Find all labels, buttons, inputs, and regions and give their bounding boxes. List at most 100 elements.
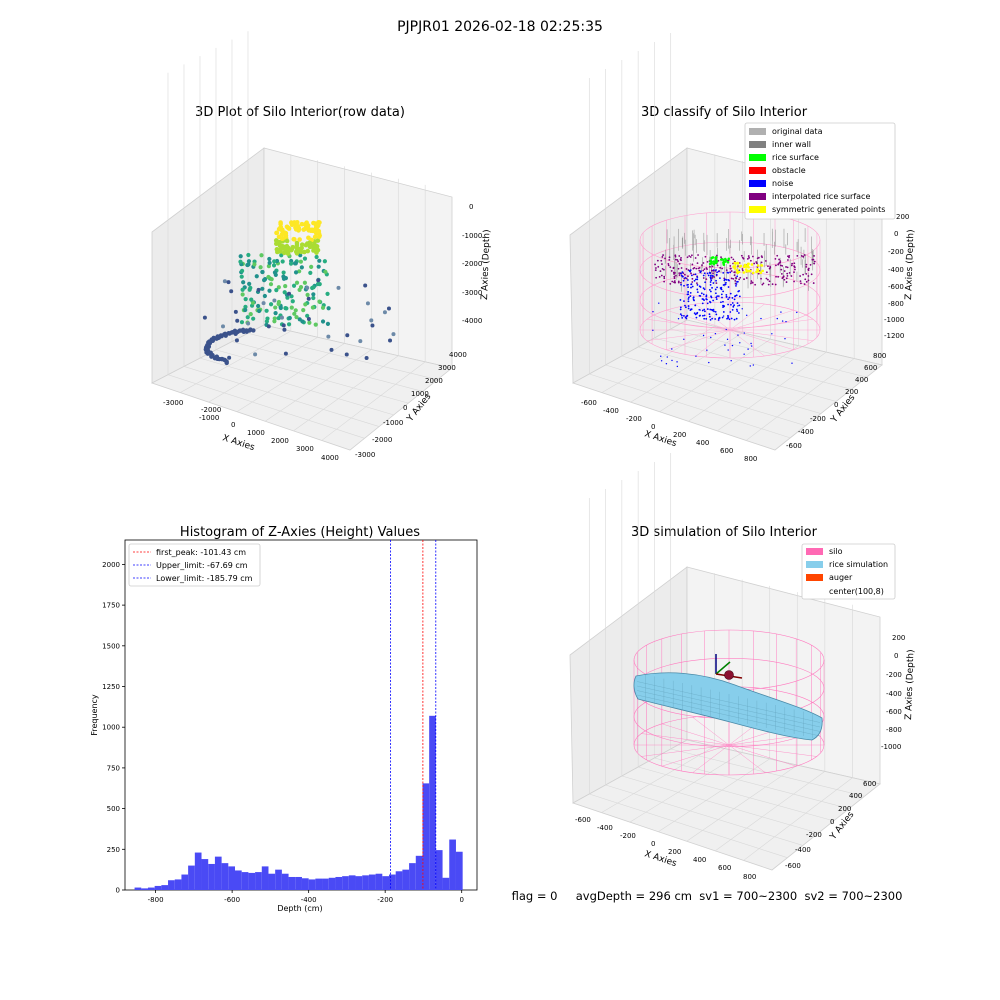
interpolated-point (694, 257, 697, 259)
interpolated-point (705, 267, 708, 269)
interpolated-point (734, 279, 737, 282)
silo-spoke (728, 744, 766, 773)
noise-point (722, 300, 724, 303)
data-point (253, 352, 258, 357)
noise-point (785, 320, 787, 323)
interpolated-point (669, 282, 672, 285)
noise-point (723, 279, 726, 282)
data-point (279, 315, 284, 320)
noise-point (687, 307, 690, 310)
noise-point (700, 292, 703, 295)
symmetric-point (761, 269, 764, 273)
interpolated-point (811, 258, 814, 261)
interpolated-point (661, 256, 664, 258)
interpolated-point (787, 255, 789, 258)
y-tick-label: 1000 (102, 724, 120, 732)
noise-point (715, 279, 717, 282)
interpolated-point (685, 277, 688, 280)
data-point (224, 360, 229, 366)
noise-point (708, 288, 711, 291)
data-point (317, 299, 322, 304)
interpolated-point (672, 267, 675, 270)
grid-line (180, 330, 292, 393)
noise-point (708, 313, 711, 316)
noise-point (680, 314, 683, 317)
interpolated-point (765, 260, 767, 262)
data-point (296, 228, 301, 233)
noise-point (733, 318, 736, 321)
interpolated-point (774, 283, 777, 286)
interpolated-point (656, 259, 659, 262)
data-point (274, 287, 279, 293)
rice-surface-point (727, 257, 731, 261)
noise-point (726, 338, 729, 341)
interpolated-point (788, 271, 791, 274)
interpolated-point (739, 276, 742, 279)
noise-point (689, 291, 692, 294)
noise-point (652, 311, 654, 313)
interpolated-point (774, 257, 777, 260)
data-point (281, 270, 286, 275)
legend-label: rice surface (772, 153, 819, 162)
noise-point (723, 305, 726, 308)
symmetric-point (756, 268, 760, 271)
interpolated-point (720, 256, 722, 258)
data-point (281, 276, 287, 281)
noise-point (729, 271, 732, 274)
data-point (316, 228, 322, 234)
histogram-bar (181, 874, 189, 890)
data-point (312, 234, 318, 240)
rice-surface-point (714, 261, 718, 265)
noise-point (734, 295, 736, 298)
noise-point (706, 298, 708, 301)
histogram-bar (235, 870, 242, 890)
grid-line (589, 373, 791, 439)
data-point (382, 310, 387, 315)
interpolated-point (725, 269, 728, 272)
data-point (283, 283, 288, 289)
tick: -3000 (462, 289, 482, 297)
data-point (250, 300, 256, 305)
grid-line (601, 746, 715, 813)
data-point (358, 339, 363, 344)
interpolated-point (760, 277, 762, 280)
tick: -600 (575, 816, 591, 824)
interpolated-point (777, 275, 780, 278)
noise-point (683, 338, 685, 340)
interpolated-point (696, 262, 699, 265)
tick: 3000 (438, 364, 456, 372)
panel2-points (652, 228, 816, 368)
interpolated-point (729, 265, 732, 267)
data-point (254, 274, 259, 279)
grid-line (670, 328, 867, 378)
data-point (363, 283, 368, 288)
data-point (273, 305, 278, 310)
noise-point (696, 278, 699, 281)
data-point (313, 322, 318, 327)
noise-point (729, 311, 732, 313)
data-point (301, 227, 307, 232)
data-point (326, 334, 331, 339)
tick: -200 (626, 415, 642, 423)
data-point (299, 242, 305, 247)
panel2-y-ticks: -600 -400 -200 0 200 400 600 800 (786, 352, 886, 450)
panel-histogram: Histogram of Z-Axies (Height) Values -80… (90, 525, 478, 913)
interpolated-point (674, 272, 676, 274)
data-point (222, 279, 227, 284)
data-point (336, 285, 341, 290)
data-point (302, 280, 307, 285)
histogram-bar (422, 783, 430, 890)
data-point (268, 302, 274, 307)
legend-label: silo (829, 547, 843, 556)
data-point (286, 322, 292, 327)
grid-line (654, 337, 852, 390)
histogram-bar (134, 887, 142, 890)
interpolated-point (692, 267, 695, 270)
grid-line (621, 775, 819, 834)
interpolated-point (780, 273, 783, 275)
tick: -600 (886, 708, 902, 716)
tick: 1000 (411, 390, 429, 398)
mesh-line (636, 681, 821, 723)
interpolated-point (813, 262, 816, 265)
noise-point (710, 279, 713, 282)
